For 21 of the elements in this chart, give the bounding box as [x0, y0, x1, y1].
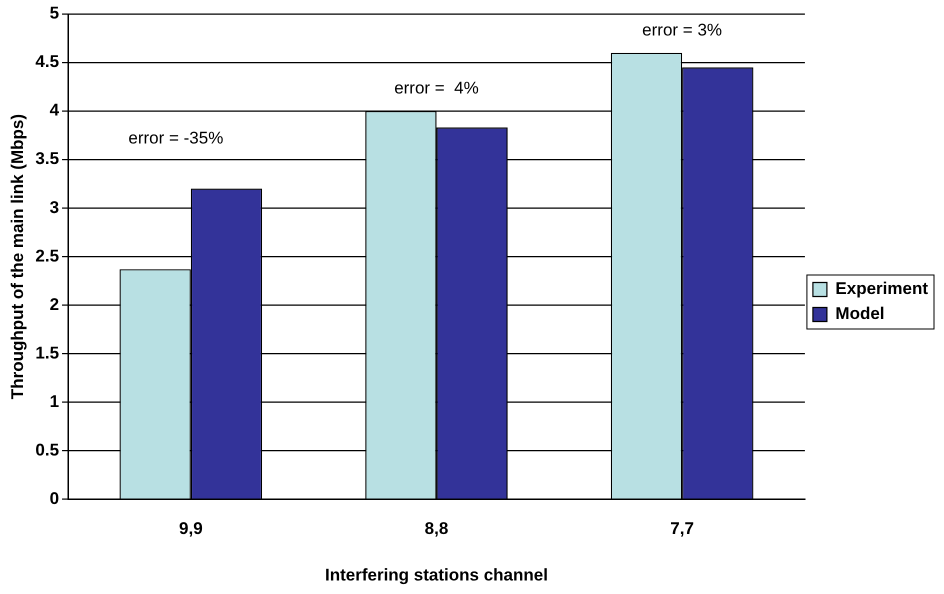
x-tick-label: 8,8	[424, 519, 448, 538]
y-axis-title: Throughput of the main link (Mbps)	[8, 114, 27, 400]
y-tick-label: 3.5	[35, 149, 60, 168]
x-tick-label: 9,9	[179, 519, 203, 538]
y-tick-label: 4.5	[35, 52, 60, 72]
x-axis-title: Interfering stations channel	[325, 565, 548, 584]
annotation: error = 3%	[642, 20, 722, 40]
y-tick-label: 4	[50, 100, 60, 120]
annotation: error = 4%	[394, 78, 479, 98]
annotation: error = -35%	[128, 128, 224, 148]
y-tick-label: 0	[50, 488, 60, 508]
y-tick-label: 2	[50, 294, 60, 314]
y-tick-label: 0.5	[35, 440, 60, 460]
y-tick-label: 3	[50, 198, 60, 217]
y-tick-label: 1	[50, 392, 60, 411]
y-tick-label: 2.5	[35, 246, 60, 266]
y-tick-label: 5	[50, 4, 60, 23]
legend-label: Model	[835, 304, 885, 324]
legend-label: Experiment	[835, 279, 928, 298]
x-tick-label: 7,7	[670, 519, 694, 538]
y-tick-label: 1.5	[35, 343, 60, 362]
